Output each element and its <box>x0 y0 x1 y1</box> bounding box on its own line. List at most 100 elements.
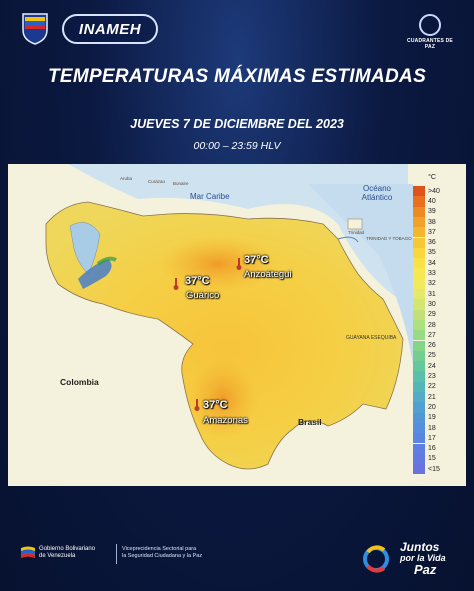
andes-green-zone <box>96 256 117 266</box>
aruba-label: Aruba <box>120 176 133 181</box>
legend-label: 18 <box>428 424 436 432</box>
legend-label: 39 <box>428 208 436 216</box>
caribbean-sea-label: Mar Caribe <box>190 192 230 201</box>
thermometer-icon <box>194 399 200 411</box>
legend-swatch <box>413 206 425 217</box>
legend-label: 25 <box>428 352 436 360</box>
globe-icon <box>419 14 441 36</box>
trinidad-label: Trinidad <box>348 230 365 235</box>
temperature-map: Mar Caribe Océano Atlántico Colombia Bra… <box>8 164 466 486</box>
legend-label: 17 <box>428 434 436 442</box>
venezuela-coat-of-arms-logo <box>22 13 48 45</box>
legend-label: 31 <box>428 290 436 298</box>
legend-row: 21 <box>413 392 451 403</box>
legend-row: 16 <box>413 443 451 454</box>
legend-swatch <box>413 412 425 423</box>
legend-label: 15 <box>428 455 436 463</box>
legend-label: >40 <box>428 187 440 195</box>
legend-label: 36 <box>428 239 436 247</box>
time-range: 00:00 – 23:59 HLV <box>193 140 281 152</box>
legend-row: 20 <box>413 402 451 413</box>
legend-swatch <box>413 402 425 413</box>
hot-zone-amazonas <box>188 359 258 439</box>
juntos-line1: Juntos <box>400 540 440 554</box>
forecast-date: JUEVES 7 DE DICIEMBRE DEL 2023 <box>130 117 344 131</box>
legend-swatch <box>413 299 425 310</box>
legend-row: 25 <box>413 350 451 362</box>
legend-row: 32 <box>413 278 451 289</box>
legend-label: 24 <box>428 362 436 370</box>
legend-swatch <box>413 227 425 238</box>
legend-swatch <box>413 237 425 248</box>
atlantic-ocean <box>308 184 413 364</box>
colombia-label: Colombia <box>60 377 99 387</box>
juntos-swirl-icon <box>363 545 389 573</box>
legend-label: 19 <box>428 414 436 422</box>
trinidad-tobago-label: TRINIDAD Y TOBAGO <box>366 236 412 241</box>
lake-maracaibo <box>69 222 101 275</box>
legend-label: 34 <box>428 259 436 267</box>
gobierno-text: Gobierno Bolivariano de Venezuela <box>39 546 95 560</box>
legend-row: <15 <box>413 464 451 475</box>
legend-swatch <box>413 422 425 434</box>
vice-line2: la Seguridad Ciudadana y la Paz <box>122 552 203 559</box>
legend-row: 37 <box>413 227 451 238</box>
state-label-anzoategui: Anzoátegui <box>244 269 292 280</box>
cuadrantes-logo-text: CUADRANTES DE PAZ <box>407 38 453 50</box>
legend-row: 33 <box>413 268 451 279</box>
legend-swatch <box>413 186 425 197</box>
legend-label: 33 <box>428 270 436 278</box>
legend-swatch <box>413 196 425 207</box>
legend-row: 15 <box>413 453 451 465</box>
legend-row: 28 <box>413 319 451 331</box>
curazao-label: Curazao <box>148 179 166 184</box>
legend-row: 24 <box>413 361 451 372</box>
legend-swatch <box>413 453 425 465</box>
legend-row: 31 <box>413 289 451 300</box>
bonaire-label: Bonaire <box>173 181 189 186</box>
legend-swatch <box>413 258 425 269</box>
temperature-legend: °C >40 40 39 38 37 36 35 34 33 32 31 30 29 28 27 26 25 24… <box>413 174 451 475</box>
legend-label: <15 <box>428 465 440 473</box>
temp-value-guarico: 37°C <box>185 275 210 287</box>
brasil-label: Brasil <box>298 417 322 427</box>
legend-label: 32 <box>428 280 436 288</box>
legend-row: 38 <box>413 216 451 228</box>
juntos-por-la-vida-logo: Juntos por la Vida Paz <box>362 538 458 578</box>
legend-row: 39 <box>413 206 451 217</box>
legend-label: 20 <box>428 403 436 411</box>
legend-row: 17 <box>413 433 451 444</box>
legend-swatch <box>413 433 425 444</box>
map-drawing <box>8 164 466 486</box>
legend-row: 22 <box>413 381 451 392</box>
legend-unit: °C <box>428 174 436 181</box>
legend-swatch <box>413 268 425 279</box>
page-title: TEMPERATURAS MÁXIMAS ESTIMADAS <box>47 66 427 87</box>
legend-label: 35 <box>428 249 436 257</box>
venezuela-flag-icon <box>21 546 35 558</box>
legend-swatch <box>413 278 425 289</box>
thermometer-icon <box>236 258 242 270</box>
legend-label: 23 <box>428 373 436 381</box>
legend-row: 36 <box>413 237 451 248</box>
andes-cold-zone <box>78 259 112 289</box>
legend-row: 18 <box>413 422 451 434</box>
legend-row: 19 <box>413 412 451 423</box>
cuadrantes-de-paz-logo: CUADRANTES DE PAZ <box>402 14 458 50</box>
legend-label: 38 <box>428 218 436 226</box>
state-label-guarico: Guárico <box>186 290 220 301</box>
venezuela-territory <box>45 201 404 470</box>
state-label-amazonas: Amazonas <box>203 415 248 426</box>
atlantic-ocean-label: Océano Atlántico <box>361 184 393 202</box>
legend-label: 26 <box>428 342 436 350</box>
thermometer-icon <box>173 278 179 290</box>
legend-row: 34 <box>413 258 451 269</box>
legend-swatch <box>413 392 425 403</box>
legend-swatch <box>413 350 425 362</box>
gob-line2: de Venezuela <box>39 553 76 559</box>
temp-value-amazonas: 37°C <box>203 399 228 411</box>
legend-label: 30 <box>428 300 436 308</box>
legend-label: 21 <box>428 393 436 401</box>
legend-row: 29 <box>413 309 451 320</box>
legend-label: 37 <box>428 228 436 236</box>
